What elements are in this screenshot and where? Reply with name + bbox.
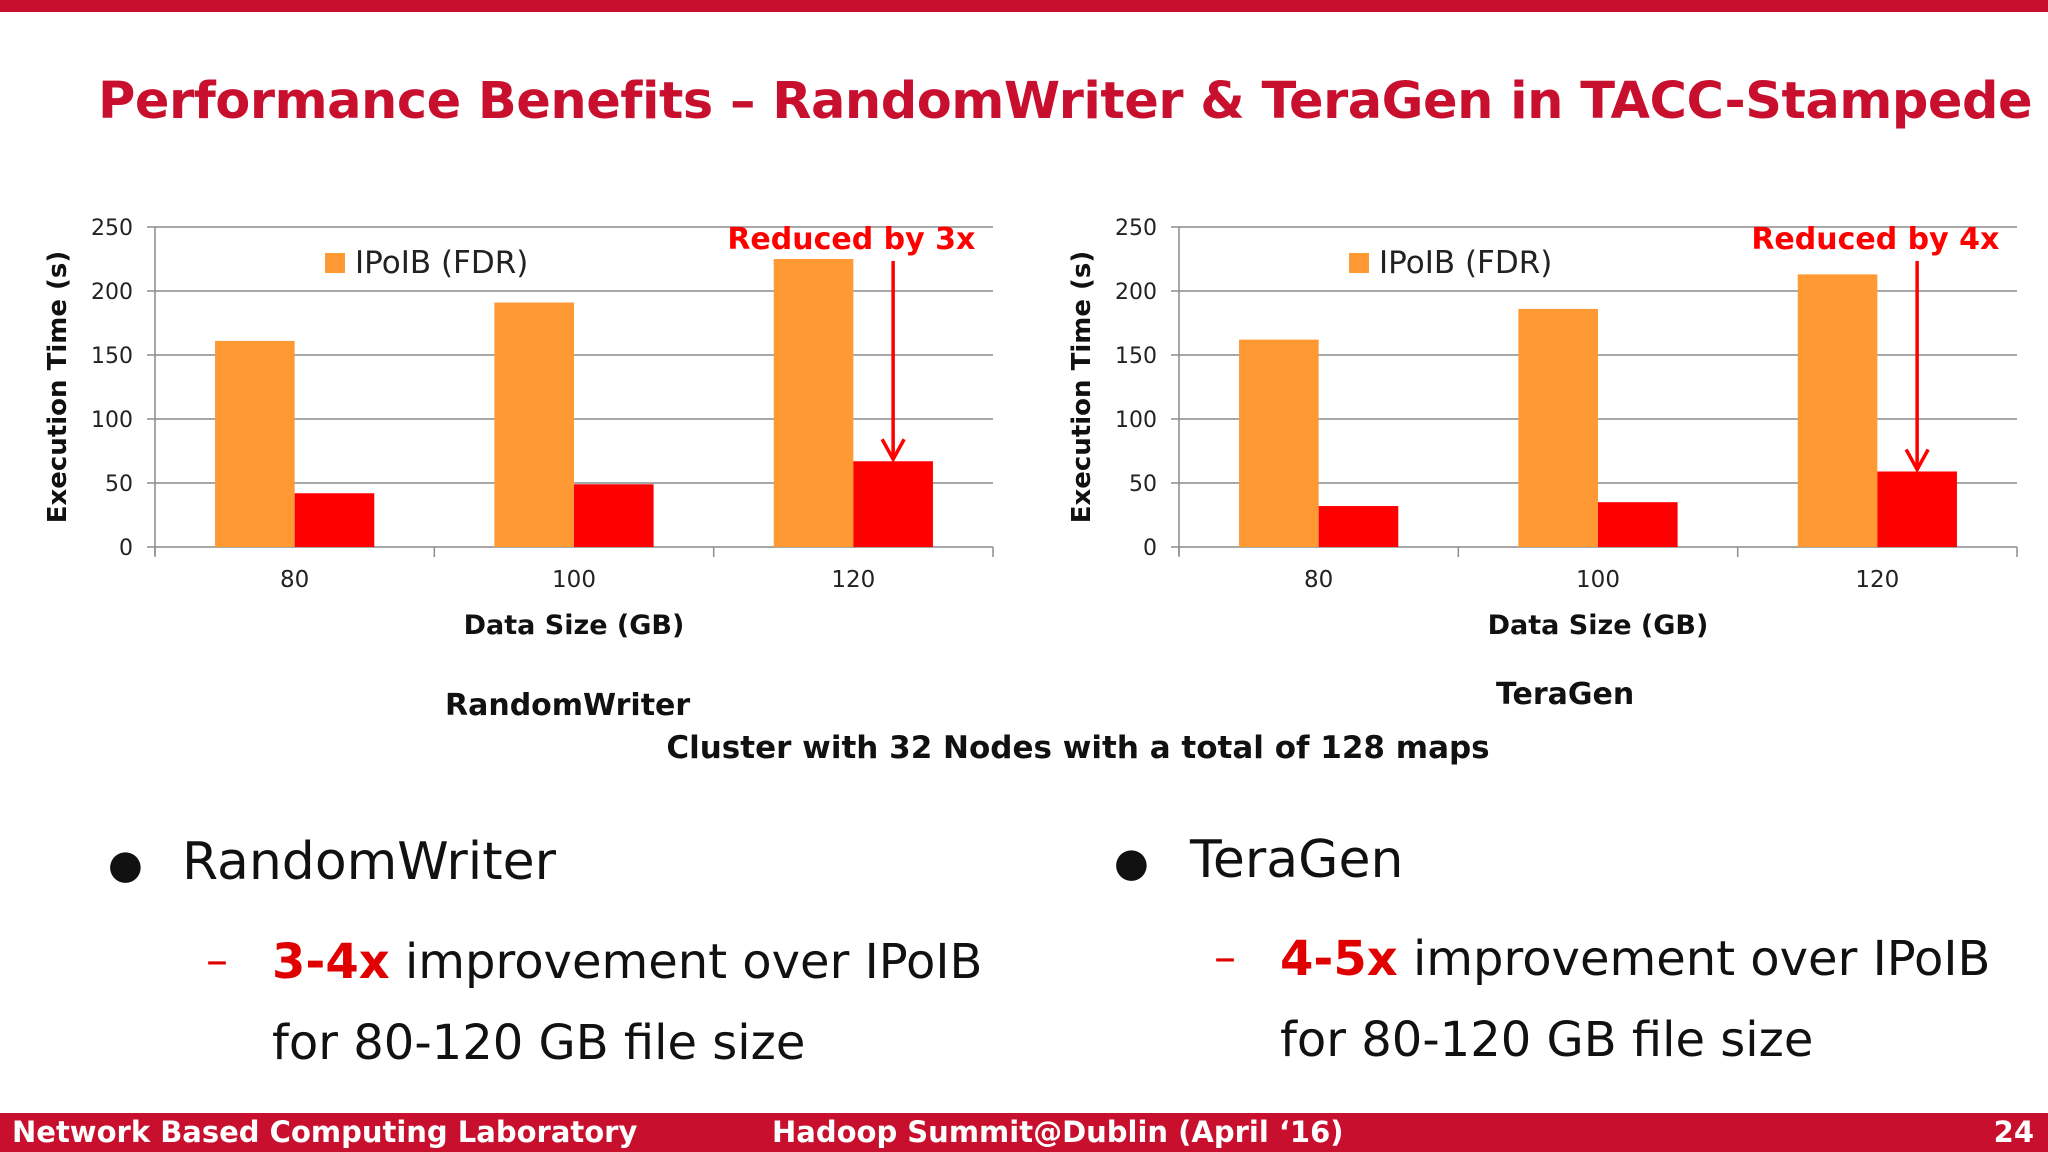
y-axis-title: Execution Time (s) [43, 251, 73, 524]
bullet-dot: ● [108, 842, 143, 888]
footer-event: Hadoop Summit@Dublin (April ‘16) [772, 1115, 1344, 1149]
y-tick-label: 50 [1129, 472, 1157, 497]
improvement-text: improvement over IPoIB [1397, 931, 1991, 987]
x-axis-title: Data Size (GB) [464, 610, 685, 641]
sub-bullet-line-2: for 80-120 GB file size [272, 1015, 806, 1071]
bar-ipoib [773, 259, 854, 547]
x-tick-label: 80 [1304, 567, 1333, 593]
x-tick-label: 80 [280, 567, 309, 593]
improvement-highlight: 3-4x [272, 934, 390, 990]
bar-rdma [1598, 502, 1678, 547]
bar-rdma [1318, 506, 1399, 547]
bullet-heading: TeraGen [1190, 830, 1404, 890]
bullet-heading: RandomWriter [182, 832, 556, 892]
improvement-text: improvement over IPoIB [389, 934, 983, 990]
bar-rdma [294, 493, 375, 547]
y-tick-label: 50 [105, 472, 133, 497]
y-tick-label: 250 [1115, 216, 1157, 241]
y-tick-label: 200 [1115, 280, 1157, 305]
bar-rdma [574, 484, 654, 547]
annotation-text: Reduced by 3x [727, 222, 975, 257]
teragen-chart: 0 50 100 150 200 250 80 100 120 Data Size (GB) Exe… [1067, 216, 2018, 641]
y-tick-label: 200 [91, 280, 133, 305]
footer-lab-name: Network Based Computing Laboratory [12, 1115, 638, 1149]
slide-title: Performance Benefits – RandomWriter & Te… [98, 72, 2033, 131]
teragen-chart-caption: TeraGen [1496, 677, 1635, 712]
bar-ipoib [1239, 339, 1319, 547]
bar-ipoib [494, 302, 574, 547]
x-axis-title: Data Size (GB) [1488, 610, 1709, 641]
improvement-highlight: 4-5x [1280, 931, 1398, 987]
y-tick-label: 0 [1143, 536, 1157, 561]
sub-bullet-dash: – [206, 935, 228, 986]
legend-swatch [1349, 253, 1369, 273]
bullet-dot: ● [1114, 840, 1149, 886]
top-accent-bar [0, 0, 2048, 12]
x-tick-label: 100 [552, 567, 596, 593]
footer-page-number: 24 [1993, 1115, 2034, 1149]
y-tick-label: 250 [91, 216, 133, 241]
sub-bullet-dash: – [1214, 932, 1236, 983]
sub-bullet-line-2: for 80-120 GB file size [1280, 1012, 1814, 1068]
randomwriter-chart-caption: RandomWriter [445, 688, 691, 723]
bar-ipoib [215, 340, 295, 547]
y-tick-label: 150 [1115, 344, 1157, 369]
y-axis-title: Execution Time (s) [1067, 251, 1097, 524]
legend-swatch [325, 253, 345, 273]
sub-bullet-line: 4-5x improvement over IPoIB [1280, 931, 1990, 987]
annotation-arrow-head [1904, 448, 1930, 474]
annotation-text: Reduced by 4x [1751, 222, 1999, 257]
x-tick-label: 100 [1576, 567, 1620, 593]
x-tick-label: 120 [831, 567, 875, 593]
footer-bar: Network Based Computing Laboratory Hadoo… [0, 1113, 2048, 1152]
randomwriter-chart: 0 50 100 150 200 250 80 100 120 Data Size (GB) Exe… [43, 216, 994, 641]
cluster-note: Cluster with 32 Nodes with a total of 12… [666, 730, 1490, 766]
bar-rdma [853, 461, 933, 547]
y-tick-label: 100 [91, 408, 133, 433]
bar-rdma [1877, 471, 1957, 547]
bar-ipoib [1518, 308, 1598, 547]
y-tick-label: 100 [1115, 408, 1157, 433]
legend-label: IPoIB (FDR) [1379, 245, 1552, 281]
bar-ipoib [1797, 274, 1878, 547]
legend-label: IPoIB (FDR) [355, 245, 528, 281]
x-tick-label: 120 [1855, 567, 1899, 593]
y-tick-label: 150 [91, 344, 133, 369]
sub-bullet-line: 3-4x improvement over IPoIB [272, 934, 982, 990]
annotation-arrow-head [880, 438, 906, 463]
y-tick-label: 0 [119, 536, 133, 561]
